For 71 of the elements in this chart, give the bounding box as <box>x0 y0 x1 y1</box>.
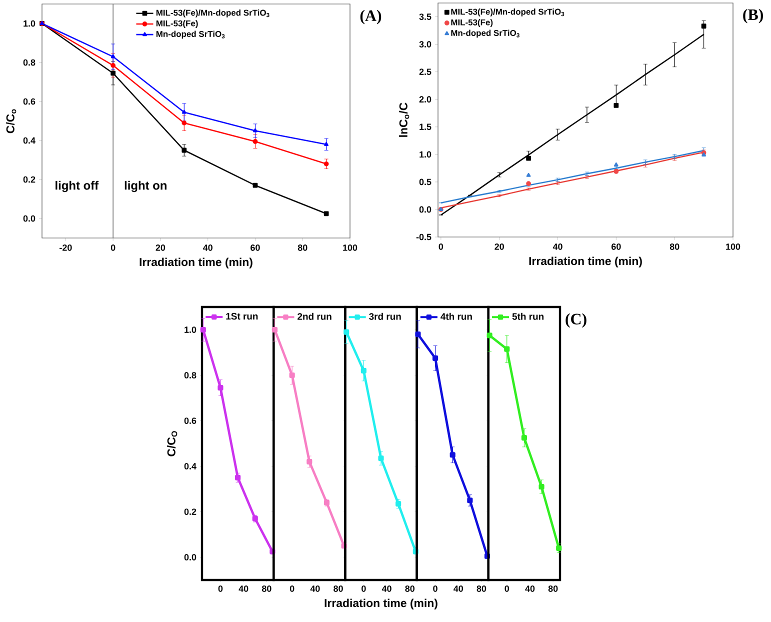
y-tick-label: 0.6 <box>184 418 196 424</box>
y-axis-title: C/C$_{o}$ <box>6 109 16 134</box>
y-tick-label: -0.5 <box>416 234 432 240</box>
y-tick-label: 1.0 <box>420 151 432 158</box>
annotation: light on <box>124 180 166 192</box>
x-tick-label: 100 <box>343 244 358 251</box>
x-tick-label: 0 <box>504 586 510 592</box>
x-tick-label: 40 <box>552 244 562 250</box>
x-tick-label: 60 <box>612 244 621 250</box>
legend-label: Mn-doped SrTiO$_{3}$ <box>451 30 520 38</box>
y-tick-label: 0.2 <box>23 176 36 183</box>
y-tick-label: 0.0 <box>23 215 36 222</box>
legend-label: MIL-53(Fe)/Mn-doped SrTiO$_{3}$ <box>156 10 270 18</box>
y-tick-label: 0.5 <box>419 178 432 186</box>
y-tick-label: 1.0 <box>184 326 196 333</box>
chart-title: (B) <box>743 8 763 24</box>
x-tick-label: 0 <box>290 586 294 592</box>
x-tick-label: 40 <box>203 244 212 251</box>
y-tick-label: 0.4 <box>23 137 36 144</box>
x-axis-title: Irradiation time (min) <box>529 256 642 268</box>
legend-label: MIL-53(Fe) <box>156 20 198 28</box>
y-tick-label: 0.8 <box>23 59 36 66</box>
x-tick-label: 80 <box>298 244 308 251</box>
x-tick-label: 0 <box>438 244 444 250</box>
legend-label: 2nd run <box>298 312 332 320</box>
y-tick-label: 1.0 <box>24 20 36 27</box>
legend-label: 5th run <box>512 312 544 320</box>
x-tick-label: 40 <box>382 586 392 592</box>
y-tick-label: 2.0 <box>419 96 432 103</box>
x-tick-label: 20 <box>494 244 504 250</box>
x-tick-label: 40 <box>238 586 248 592</box>
y-tick-label: 0.4 <box>184 463 196 470</box>
x-tick-label: 0 <box>433 586 438 592</box>
y-tick-label: 2.5 <box>419 68 432 76</box>
legend-label: Mn-doped SrTiO$_{3}$ <box>156 30 225 39</box>
y-tick-label: 0.0 <box>419 206 432 213</box>
y-tick-label: 3.5 <box>419 14 432 20</box>
x-tick-label: -20 <box>60 244 72 251</box>
annotation: light off <box>56 180 99 192</box>
x-tick-label: 60 <box>250 244 260 251</box>
y-tick-label: 0.8 <box>184 372 196 378</box>
y-tick-label: 0.2 <box>184 508 196 515</box>
chart-title: (C) <box>566 313 586 328</box>
y-tick-label: 1.5 <box>420 124 432 130</box>
x-tick-label: 100 <box>726 244 740 250</box>
x-tick-label: 80 <box>334 586 343 592</box>
x-tick-label: 20 <box>156 244 166 251</box>
x-tick-label: 0 <box>110 244 116 251</box>
x-tick-label: 80 <box>548 586 558 592</box>
y-axis-title: C/C$_{O}$ <box>167 431 178 456</box>
y-axis-title: lnC$_{o}$/C <box>399 102 410 137</box>
y-tick-label: 0.6 <box>23 98 36 105</box>
y-tick-label: 3.0 <box>419 41 432 48</box>
x-tick-label: 40 <box>454 586 464 592</box>
x-tick-label: 40 <box>525 586 535 592</box>
x-tick-label: 80 <box>670 244 680 250</box>
x-tick-label: 0 <box>218 586 223 592</box>
x-tick-label: 0 <box>362 586 366 592</box>
x-tick-label: 80 <box>262 586 272 592</box>
x-axis-title: Irradiation time (min) <box>324 598 438 610</box>
x-tick-label: 80 <box>476 586 486 592</box>
x-axis-title: Irradiation time (min) <box>140 258 252 268</box>
chart-title: (A) <box>360 10 382 24</box>
legend-label: MIL-53(Fe)/Mn-doped SrTiO$_{3}$ <box>451 8 564 16</box>
x-tick-label: 80 <box>405 586 414 592</box>
y-tick-label: 0.0 <box>184 554 196 560</box>
legend-label: 3rd run <box>369 312 401 320</box>
x-tick-label: 40 <box>310 586 320 592</box>
legend-label: 4th run <box>440 312 472 320</box>
legend-label: MIL-53(Fe) <box>451 19 493 28</box>
legend-label: 1St run <box>226 312 258 320</box>
